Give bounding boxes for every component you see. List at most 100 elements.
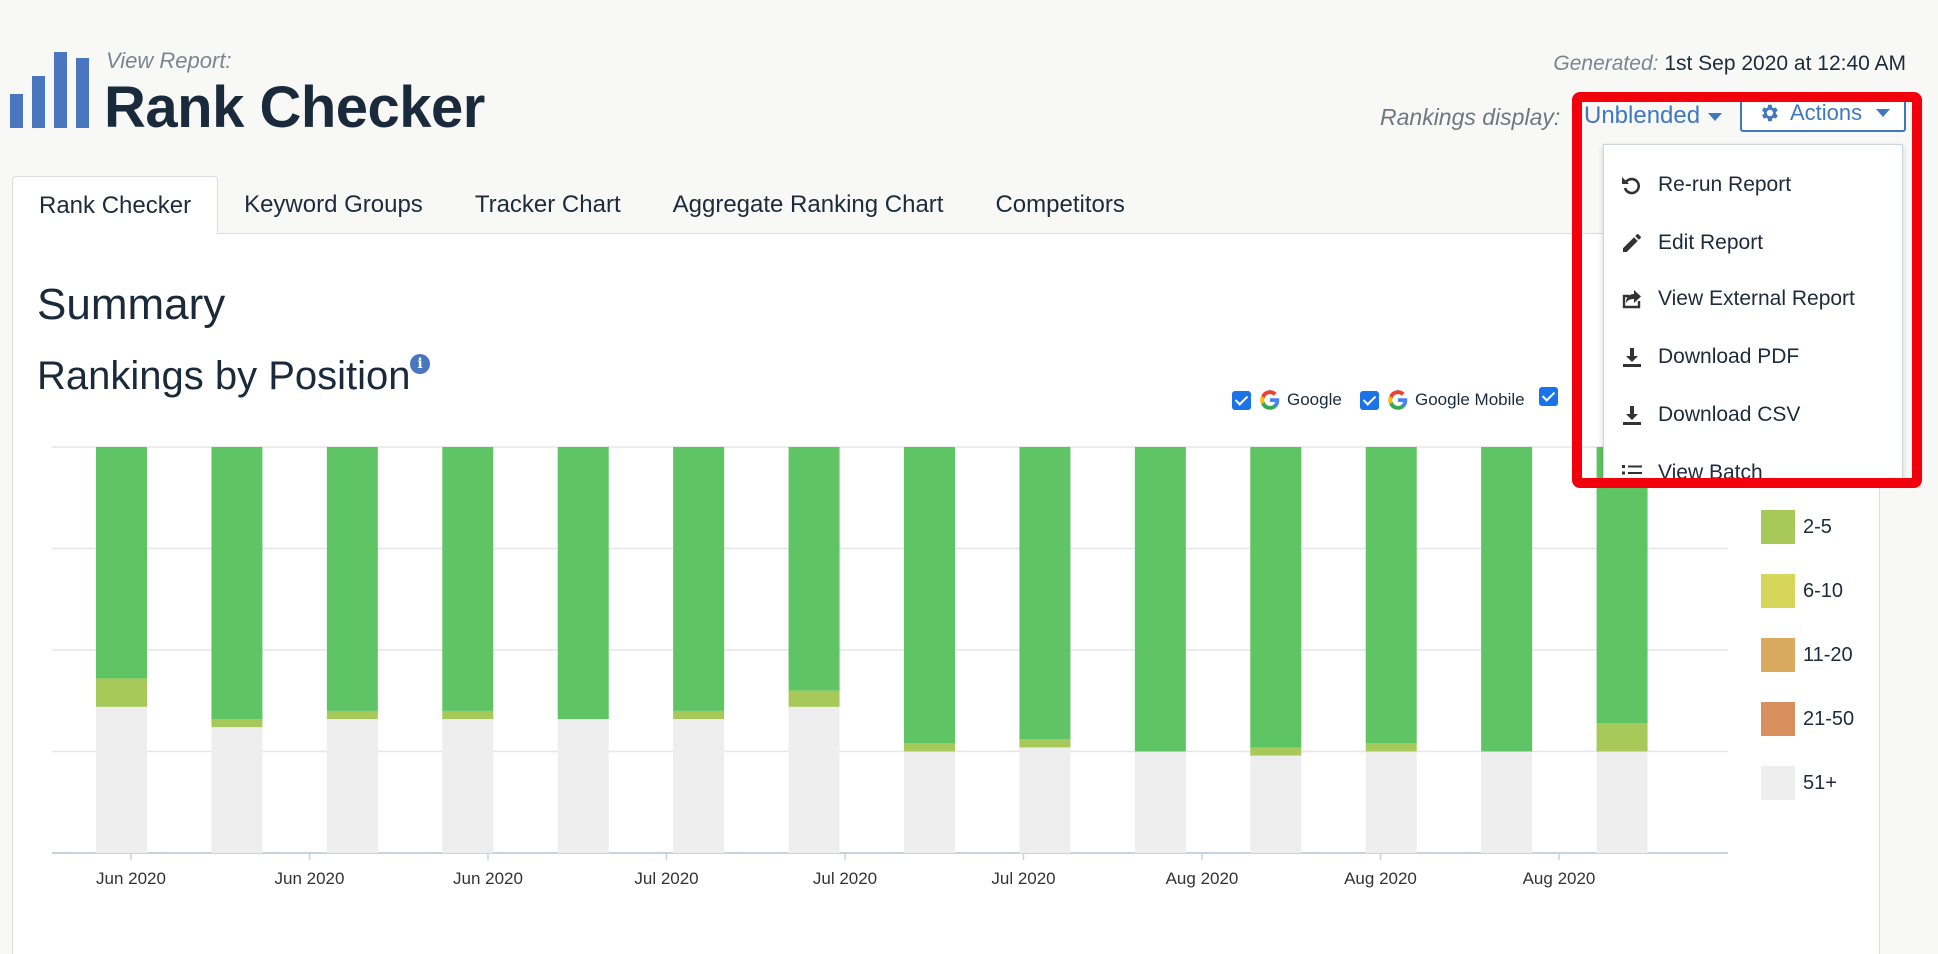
bar-segment — [673, 447, 725, 711]
actions-dropdown-menu: Re-run Report Edit Report View External … — [1603, 144, 1903, 485]
bar-segment — [904, 751, 955, 853]
menu-item-rerun-report[interactable]: Re-run Report — [1620, 173, 1791, 197]
legend-swatch — [1761, 638, 1795, 672]
view-report-label: View Report: — [106, 48, 232, 73]
menu-item-edit-report[interactable]: Edit Report — [1620, 231, 1763, 255]
actions-label: Actions — [1790, 100, 1863, 125]
bar-segment — [1134, 751, 1186, 853]
google-logo-icon — [1258, 388, 1282, 412]
x-tick-label: Aug 2020 — [1344, 869, 1417, 888]
bar-segment — [788, 690, 840, 707]
bar-segment — [788, 706, 840, 853]
bar-segment — [211, 719, 263, 728]
engine-label-google-mobile: Google Mobile — [1415, 390, 1525, 409]
bar-segment — [1019, 447, 1071, 740]
rankings-display-value: Unblended — [1584, 102, 1701, 129]
bar-segment — [1365, 743, 1417, 752]
tab-competitors[interactable]: Competitors — [995, 191, 1125, 218]
menu-item-label: Download PDF — [1658, 345, 1800, 368]
menu-item-label: View External Report — [1658, 287, 1855, 310]
bar-segment — [1365, 447, 1417, 744]
x-tick-label: Jun 2020 — [275, 869, 345, 888]
bar-segment — [326, 719, 378, 853]
menu-item-label: Download CSV — [1658, 403, 1801, 426]
bar-segment — [1250, 755, 1302, 853]
bar-segment — [326, 710, 378, 720]
bar-segment — [1365, 751, 1417, 853]
checkbox-google[interactable] — [1232, 390, 1251, 410]
bar-segment — [1481, 751, 1533, 853]
bar-segment — [1596, 751, 1648, 853]
menu-item-view-batch[interactable]: View Batch — [1620, 461, 1763, 485]
engine-toggle-google-mobile[interactable]: Google Mobile — [1360, 387, 1525, 413]
x-tick-label: Jul 2020 — [634, 869, 698, 888]
legend-label: 21-50 — [1803, 707, 1855, 730]
rankings-display-label: Rankings display: — [1380, 104, 1561, 130]
bar-segment — [1250, 447, 1302, 748]
legend-item-6-10[interactable]: 6-10 — [1761, 574, 1843, 608]
legend-item-51-plus[interactable]: 51+ — [1761, 766, 1837, 800]
checkbox-other-engine[interactable] — [1539, 387, 1558, 406]
rerun-icon — [1622, 177, 1640, 195]
legend-item-2-5[interactable]: 2-5 — [1761, 510, 1832, 544]
rankings-by-position-heading: Rankings by Position — [37, 354, 411, 398]
bar-segment — [211, 447, 263, 720]
legend-item-11-20[interactable]: 11-20 — [1761, 638, 1853, 672]
engine-label-google: Google — [1287, 390, 1342, 409]
rankings-display-dropdown[interactable]: Unblended — [1584, 102, 1723, 130]
bar-segment — [1596, 723, 1648, 752]
caret-down-icon — [1876, 109, 1891, 117]
bar-segment — [1481, 447, 1533, 752]
bar-segment — [1019, 739, 1071, 748]
bar-segment — [96, 447, 147, 679]
x-tick-label: Jun 2020 — [96, 869, 166, 888]
x-tick-label: Jul 2020 — [813, 869, 877, 888]
generated-label: Generated: — [1553, 52, 1659, 75]
menu-item-label: Edit Report — [1658, 231, 1764, 254]
bar-segment — [557, 719, 609, 853]
google-logo-icon — [1386, 388, 1410, 412]
tab-rank-checker[interactable]: Rank Checker — [12, 176, 219, 234]
legend-label: 11-20 — [1803, 643, 1853, 666]
app-logo — [10, 52, 90, 128]
bar-segment — [904, 447, 955, 744]
list-icon — [1622, 465, 1642, 481]
bar-segment — [96, 706, 147, 853]
legend-swatch — [1761, 766, 1795, 800]
menu-item-view-external-report[interactable]: View External Report — [1620, 287, 1855, 311]
legend-label: 6-10 — [1803, 579, 1844, 602]
bar-segment — [557, 447, 609, 720]
bar-segment — [442, 710, 494, 720]
bar-segment — [442, 447, 494, 711]
engine-toggle-other[interactable] — [1539, 387, 1564, 406]
x-tick-label: Jul 2020 — [991, 869, 1055, 888]
info-icon[interactable]: i — [410, 354, 430, 374]
tab-aggregate-ranking-chart[interactable]: Aggregate Ranking Chart — [672, 191, 944, 218]
generated-timestamp: Generated: 1st Sep 2020 at 12:40 AM — [1553, 52, 1906, 76]
bar-segment — [904, 743, 955, 752]
bar-segment — [1250, 747, 1302, 756]
bar-segment — [673, 710, 725, 720]
caret-down-icon — [1708, 112, 1723, 121]
engine-toggle-google[interactable]: Google — [1232, 387, 1342, 413]
tab-tracker-chart[interactable]: Tracker Chart — [474, 191, 621, 218]
checkbox-google-mobile[interactable] — [1360, 390, 1379, 410]
menu-item-download-pdf[interactable]: Download PDF — [1620, 345, 1799, 369]
x-tick-label: Aug 2020 — [1523, 869, 1596, 888]
bar-segment — [1596, 447, 1648, 724]
bar-segment — [1134, 447, 1186, 752]
legend-swatch — [1761, 702, 1795, 736]
legend-item-21-50[interactable]: 21-50 — [1761, 702, 1854, 736]
bar-segment — [96, 678, 147, 707]
tab-keyword-groups[interactable]: Keyword Groups — [244, 191, 423, 218]
pencil-icon — [1623, 234, 1641, 252]
share-icon — [1622, 290, 1641, 309]
bar-segment — [788, 447, 840, 691]
download-icon — [1623, 348, 1641, 367]
bar-segment — [326, 447, 378, 711]
legend-swatch — [1761, 574, 1795, 608]
bar-segment — [673, 719, 725, 853]
page-title: Rank Checker — [104, 75, 485, 140]
download-icon — [1623, 406, 1641, 425]
menu-item-download-csv[interactable]: Download CSV — [1620, 403, 1800, 427]
